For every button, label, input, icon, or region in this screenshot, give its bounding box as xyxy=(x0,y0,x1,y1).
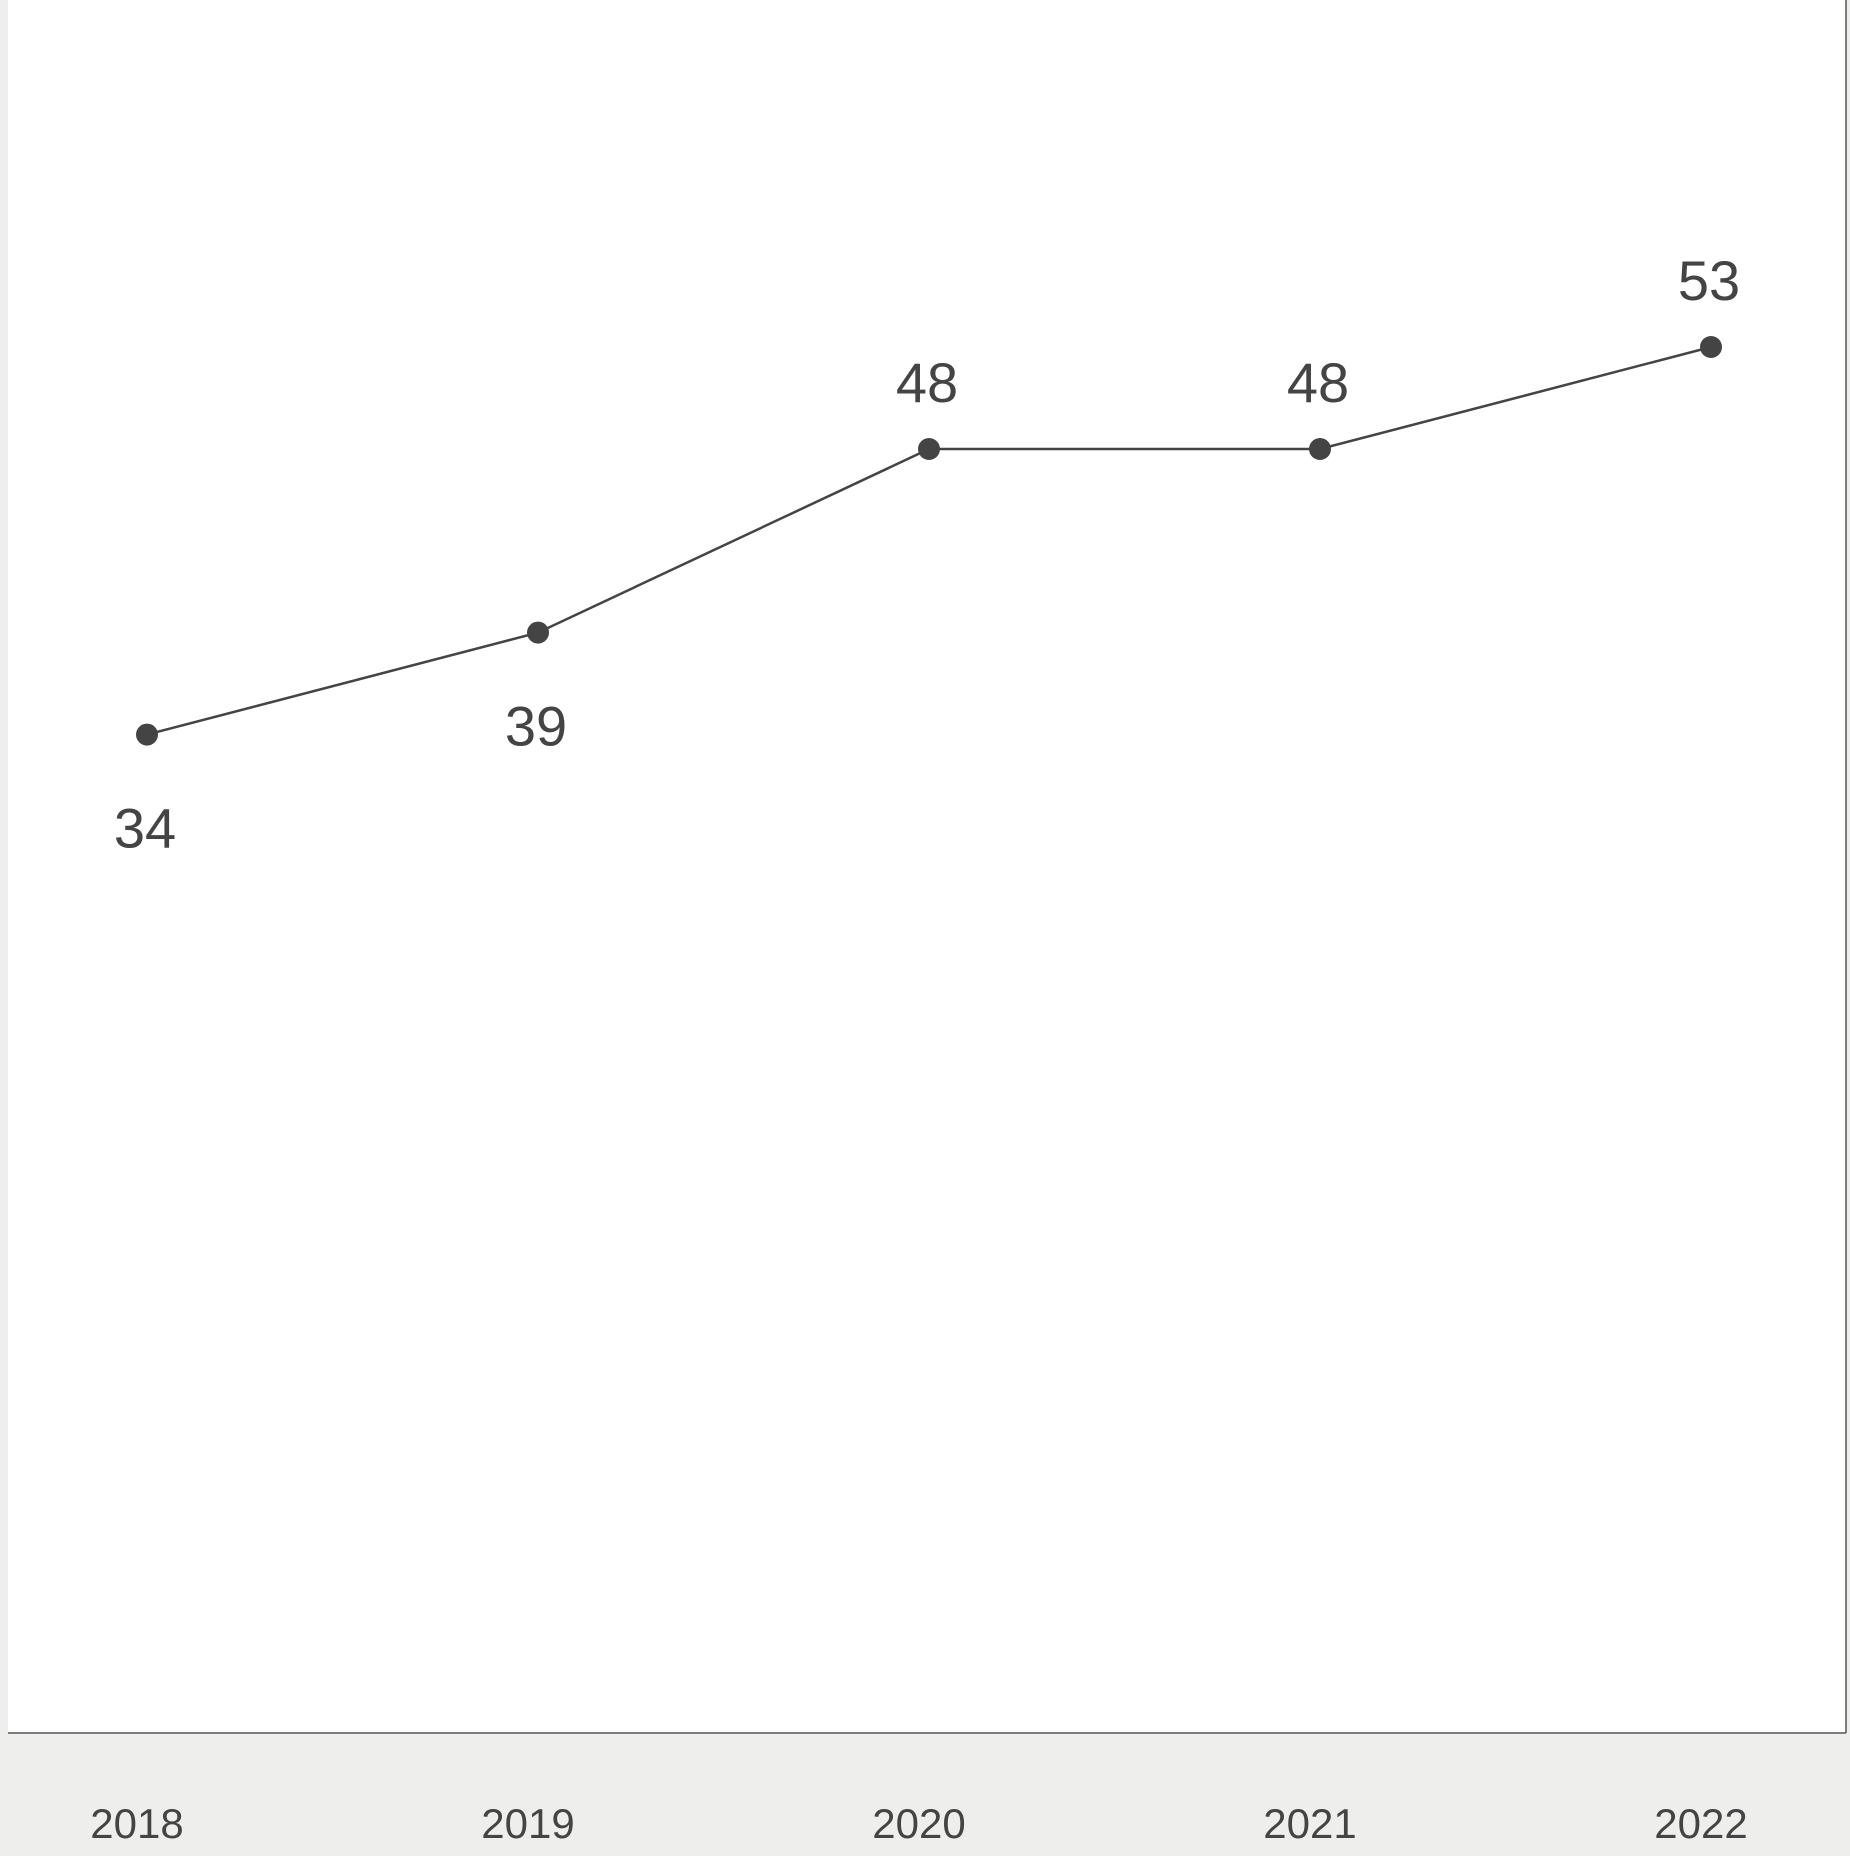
x-tick-label-2021: 2021 xyxy=(1263,1800,1356,1847)
data-labels: 34 39 48 48 53 xyxy=(114,249,1740,860)
data-label-2021: 48 xyxy=(1287,351,1349,414)
data-point-2018 xyxy=(136,723,158,746)
data-point-2021 xyxy=(1309,438,1331,460)
x-tick-label-2018: 2018 xyxy=(90,1800,183,1847)
data-points xyxy=(136,336,1722,746)
x-tick-label-2020: 2020 xyxy=(872,1800,965,1847)
data-point-2020 xyxy=(918,438,940,460)
data-label-2020: 48 xyxy=(896,351,958,414)
data-label-2019: 39 xyxy=(505,695,567,758)
data-label-2022: 53 xyxy=(1678,249,1740,312)
data-point-2022 xyxy=(1700,336,1722,358)
data-point-2019 xyxy=(527,621,549,644)
x-tick-label-2022: 2022 xyxy=(1654,1800,1747,1847)
data-label-2018: 34 xyxy=(114,797,176,860)
x-axis-tick-labels: 2018 2019 2020 2021 2022 xyxy=(90,1800,1747,1847)
plot-area xyxy=(8,0,1846,1733)
x-tick-label-2019: 2019 xyxy=(481,1800,574,1847)
